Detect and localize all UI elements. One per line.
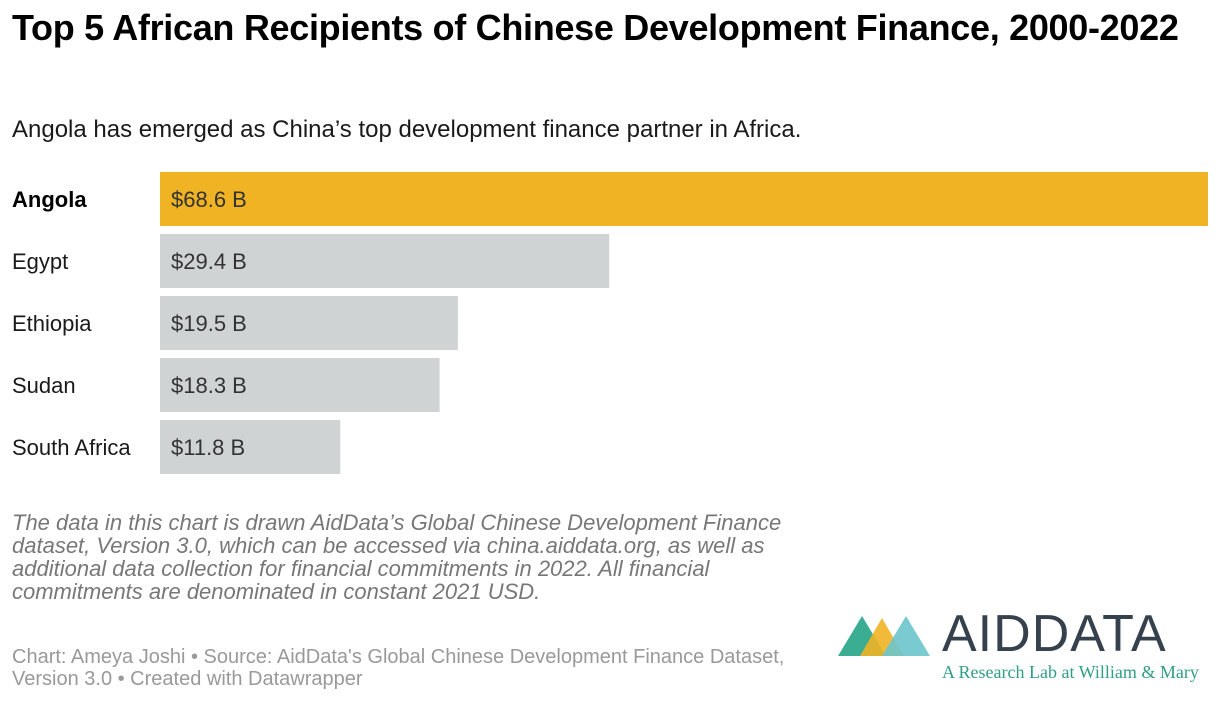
logo-word-bold: AID	[942, 605, 1032, 663]
value-label-south-africa: $11.8 B	[171, 435, 245, 460]
aiddata-logo: AIDDATA A Research Lab at William & Mary	[838, 606, 1210, 688]
logo-wordmark: AIDDATA	[942, 606, 1167, 662]
logo-tagline: A Research Lab at William & Mary	[942, 662, 1199, 682]
value-label-sudan: $18.3 B	[171, 373, 247, 398]
chart-note: The data in this chart is drawn AidData’…	[12, 510, 782, 604]
bar-south-africa	[160, 420, 341, 474]
bar-sudan	[160, 358, 440, 412]
value-label-angola: $68.6 B	[171, 187, 247, 212]
category-label-egypt: Egypt	[12, 249, 68, 274]
value-label-egypt: $29.4 B	[171, 249, 247, 274]
chart-title: Top 5 African Recipients of Chinese Deve…	[12, 7, 1179, 48]
category-label-sudan: Sudan	[12, 373, 76, 398]
category-label-ethiopia: Ethiopia	[12, 311, 92, 336]
bar-ethiopia	[160, 296, 458, 350]
category-label-angola: Angola	[12, 187, 87, 212]
value-label-ethiopia: $19.5 B	[171, 311, 247, 336]
logo-word-light: DATA	[1031, 605, 1167, 663]
chart-credits: Chart: Ameya Joshi • Source: AidData's G…	[12, 646, 785, 690]
mountains-logo-icon	[838, 616, 930, 656]
bar-angola	[160, 172, 1208, 226]
bar-egypt	[160, 234, 610, 288]
bar-chart: Angola $68.6 B Egypt $29.4 B Ethiopia $19.5 B…	[12, 172, 1208, 474]
chart-subtitle: Angola has emerged as China’s top develo…	[12, 116, 802, 143]
category-label-south-africa: South Africa	[12, 435, 131, 460]
